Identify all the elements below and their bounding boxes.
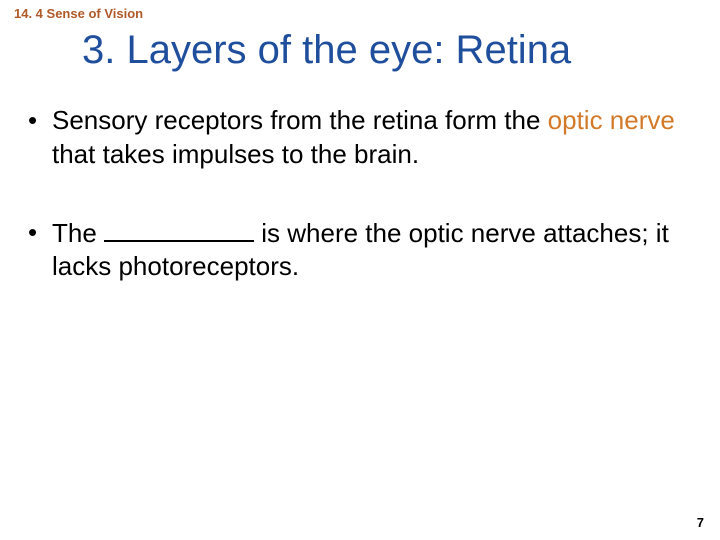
bullet-pre: Sensory receptors from the retina form t… — [52, 105, 548, 135]
fill-in-blank — [104, 216, 254, 242]
bullet-text: The is where the optic nerve attaches; i… — [52, 216, 696, 285]
section-label: 14. 4 Sense of Vision — [14, 6, 143, 21]
bullet-item: • The is where the optic nerve attaches;… — [24, 216, 696, 285]
bullet-text: Sensory receptors from the retina form t… — [52, 104, 696, 172]
slide-title: 3. Layers of the eye: Retina — [82, 28, 571, 73]
bullet-item: • Sensory receptors from the retina form… — [24, 104, 696, 172]
bullet-marker: • — [24, 216, 52, 250]
page-number: 7 — [697, 515, 704, 530]
bullet-post: that takes impulses to the brain. — [52, 139, 419, 169]
bullet-pre: The — [52, 218, 104, 248]
bullet-highlight: optic nerve — [548, 105, 675, 135]
bullet-marker: • — [24, 104, 52, 138]
bullet-list: • Sensory receptors from the retina form… — [24, 104, 696, 328]
